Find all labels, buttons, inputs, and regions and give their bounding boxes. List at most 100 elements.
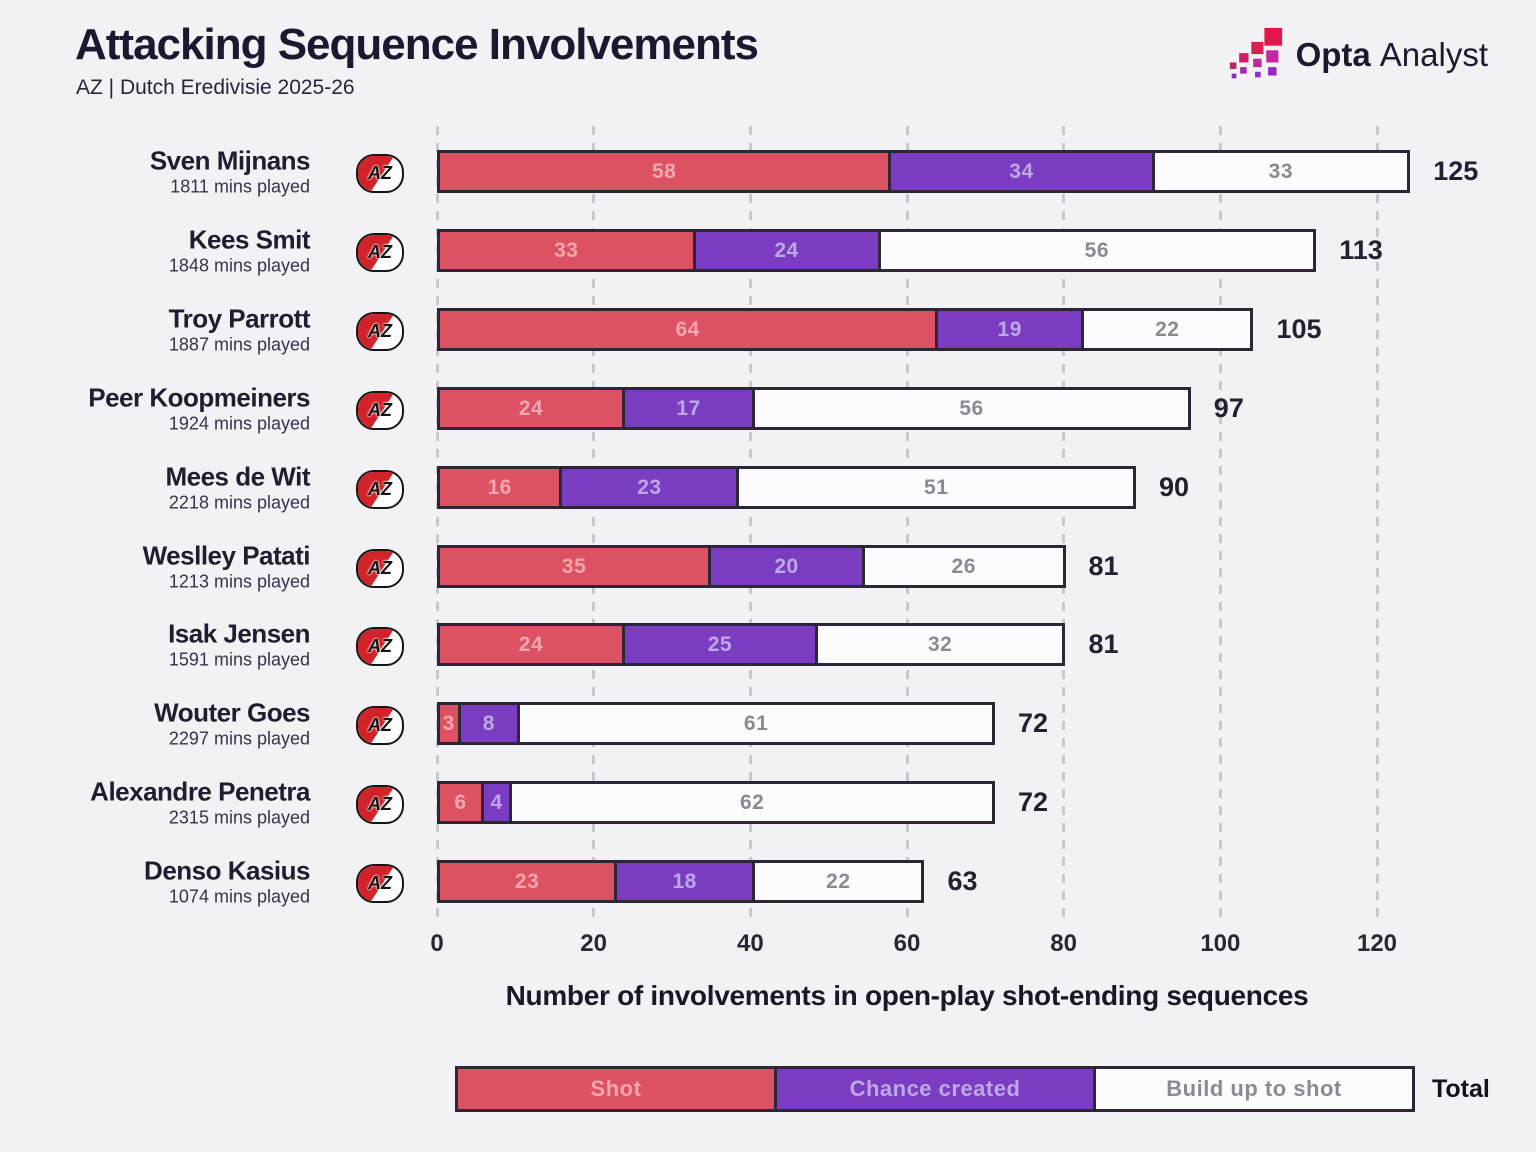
az-team-badge-icon: AZ [356, 706, 404, 745]
player-row: Kees Smit 1848 mins played AZ 33 24 56 1… [0, 225, 1536, 276]
player-row: Mees de Wit 2218 mins played AZ 16 23 51… [0, 462, 1536, 513]
total-label: 72 [1018, 708, 1049, 738]
shot-segment: 35 [437, 545, 712, 588]
x-tick-label: 0 [430, 930, 444, 957]
legend-chance-created-label: Chance created [849, 1076, 1021, 1101]
player-minutes: 2315 mins played [168, 807, 310, 827]
az-team-badge-icon: AZ [356, 549, 404, 588]
player-label-block: Kees Smit 1848 mins played [0, 225, 311, 276]
stacked-bar: 24 17 56 [437, 387, 1191, 430]
legend: Shot Chance created Build up to shot [455, 1066, 1415, 1112]
legend-total-label: Total [1432, 1075, 1490, 1103]
player-label-block: Alexandre Penetra 2315 mins played [0, 777, 310, 828]
az-team-badge-icon: AZ [356, 864, 404, 903]
shot-segment: 6 [437, 781, 484, 824]
chance-created-segment: 24 [692, 229, 881, 272]
stacked-bar: 6 4 62 [437, 781, 995, 824]
player-minutes: 1811 mins played [170, 176, 310, 196]
total-label: 105 [1276, 314, 1322, 344]
gridline [748, 126, 752, 922]
player-minutes: 2297 mins played [168, 728, 310, 748]
stacked-bar: 35 20 26 [437, 545, 1066, 588]
legend-build-up: Build up to shot [1093, 1066, 1415, 1112]
az-team-badge-icon: AZ [356, 154, 404, 193]
shot-segment: 16 [437, 466, 563, 509]
x-axis-title: Number of involvements in open-play shot… [505, 980, 1309, 1011]
player-name: Weslley Patati [142, 540, 311, 570]
total-label: 63 [947, 866, 978, 896]
badge-az-letters: AZ [368, 400, 392, 420]
player-row: Troy Parrott 1887 mins played AZ 64 19 2… [0, 304, 1536, 355]
build-up-segment: 61 [517, 702, 995, 745]
az-team-badge-icon: AZ [356, 785, 404, 824]
total-label: 90 [1159, 472, 1190, 502]
badge-az-letters: AZ [368, 636, 392, 656]
player-name: Sven Mijnans [149, 145, 311, 175]
total-label: 72 [1018, 787, 1049, 817]
shot-segment: 58 [437, 150, 892, 193]
player-name: Isak Jensen [168, 618, 310, 648]
build-up-segment: 22 [752, 860, 925, 903]
stacked-bar: 3 8 61 [437, 702, 995, 745]
chance-created-segment: 4 [481, 781, 513, 824]
chance-created-segment: 25 [622, 623, 818, 666]
build-up-segment: 33 [1151, 150, 1411, 193]
player-name: Alexandre Penetra [90, 776, 310, 806]
build-up-segment: 22 [1081, 308, 1254, 351]
gridline [1062, 126, 1066, 922]
shot-segment: 24 [437, 387, 625, 430]
page-title: Attacking Sequence Involvements [75, 20, 759, 69]
brand-name-opta: Opta [1295, 36, 1371, 73]
player-label-block: Troy Parrott 1887 mins played [0, 304, 311, 355]
build-up-segment: 62 [509, 781, 995, 824]
player-minutes: 1887 mins played [168, 334, 310, 354]
build-up-segment: 32 [814, 623, 1066, 666]
chance-created-segment: 17 [622, 387, 756, 430]
badge-az-letters: AZ [368, 321, 392, 341]
player-minutes: 1591 mins played [168, 649, 310, 669]
x-tick-label: 60 [893, 930, 921, 957]
stacked-bar: 58 34 33 [437, 150, 1411, 193]
build-up-segment: 56 [752, 387, 1191, 430]
build-up-segment: 56 [877, 229, 1317, 272]
az-team-badge-icon: AZ [356, 627, 404, 666]
gridline [1218, 126, 1222, 922]
badge-az-letters: AZ [368, 715, 392, 735]
badge-az-letters: AZ [368, 242, 392, 262]
gridline [905, 126, 909, 922]
shot-segment: 24 [437, 623, 625, 666]
az-team-badge-icon: AZ [356, 233, 404, 272]
total-label: 113 [1339, 235, 1383, 265]
badge-az-letters: AZ [368, 479, 392, 499]
player-row: Denso Kasius 1074 mins played AZ 23 18 2… [0, 856, 1536, 907]
opta-analyst-logo: Opta Analyst [1228, 26, 1488, 84]
x-tick-label: 80 [1050, 930, 1077, 957]
build-up-segment: 51 [736, 466, 1136, 509]
shot-segment: 23 [437, 860, 618, 903]
player-row: Wouter Goes 2297 mins played AZ 3 8 61 7… [0, 698, 1536, 749]
az-team-badge-icon: AZ [356, 391, 404, 430]
opta-squares-icon [1229, 27, 1282, 79]
player-minutes: 2218 mins played [168, 492, 310, 512]
player-name: Peer Koopmeiners [88, 382, 310, 412]
total-label: 125 [1433, 156, 1479, 186]
build-up-segment: 26 [861, 545, 1066, 588]
player-name: Denso Kasius [144, 855, 310, 885]
player-minutes: 1848 mins played [168, 255, 310, 275]
total-label: 81 [1088, 629, 1119, 659]
player-row: Weslley Patati 1213 mins played AZ 35 20… [0, 541, 1536, 592]
brand-name-analyst: Analyst [1379, 36, 1488, 73]
player-minutes: 1213 mins played [168, 571, 310, 591]
player-label-block: Isak Jensen 1591 mins played [0, 619, 310, 670]
player-name: Mees de Wit [165, 461, 310, 491]
total-label: 97 [1213, 393, 1244, 423]
gridline [592, 126, 596, 922]
badge-az-letters: AZ [368, 794, 392, 814]
x-tick-label: 100 [1200, 930, 1241, 957]
chance-created-segment: 34 [888, 150, 1155, 193]
player-minutes: 1074 mins played [168, 886, 310, 906]
legend-shot: Shot [455, 1066, 777, 1112]
player-label-block: Mees de Wit 2218 mins played [0, 462, 310, 513]
total-label: 81 [1088, 551, 1119, 581]
